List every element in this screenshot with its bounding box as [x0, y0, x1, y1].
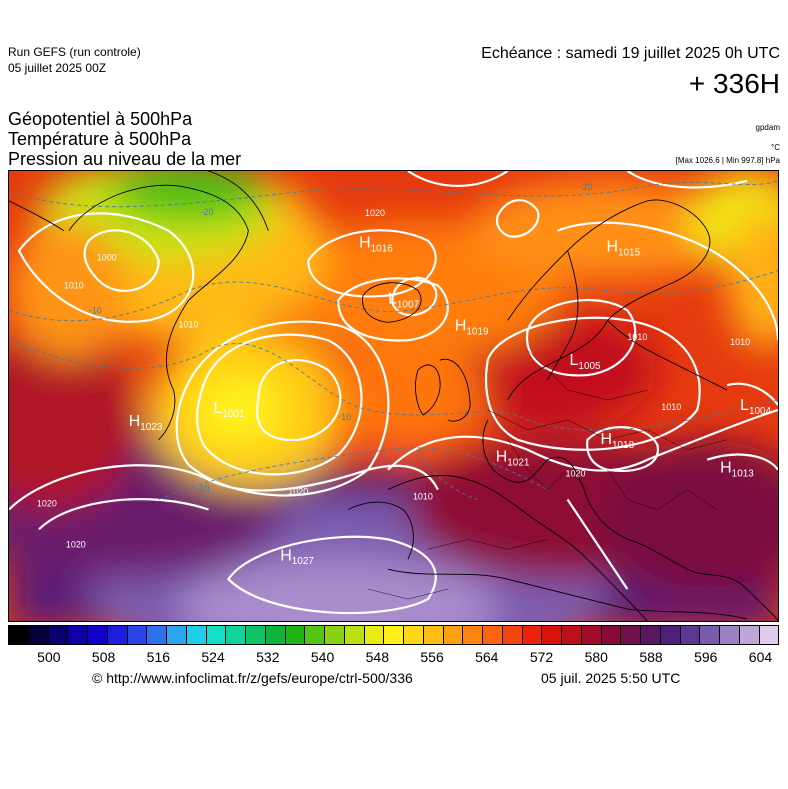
colorbar-tick-label: 500: [37, 649, 61, 665]
isobar-label: 1010: [730, 337, 750, 347]
isobar-label: 1010: [627, 332, 647, 342]
colorbar-swatch: [601, 626, 622, 644]
colorbar-swatch: [680, 626, 701, 644]
run-date: 05 juillet 2025 00Z: [8, 61, 107, 75]
colorbar-swatch: [483, 626, 503, 644]
colorbar-swatch: [325, 626, 345, 644]
isobar-label: 1010: [179, 319, 199, 329]
colorbar: [8, 625, 779, 645]
colorbar-swatch: [48, 626, 69, 644]
unit-pressure: [Max 1026.6 | Min 997.8] hPa: [675, 156, 780, 165]
colorbar-swatch: [88, 626, 108, 644]
isobar-label: 1010: [413, 492, 433, 502]
forecast-valid-time: Echéance : samedi 19 juillet 2025 0h UTC: [481, 45, 780, 62]
colorbar-swatch: [621, 626, 641, 644]
colorbar-swatch: [246, 626, 266, 644]
isobar-label: 1020: [37, 499, 57, 509]
colorbar-swatch: [68, 626, 88, 644]
weather-map: H1023L1001H1027H1021L1007H1019L1005H1018…: [8, 170, 779, 622]
borders: [368, 350, 728, 600]
colorbar-swatch: [305, 626, 325, 644]
isobar-label: 1000: [97, 253, 117, 263]
colorbar-tick-label: 604: [748, 649, 773, 665]
colorbar-swatch: [127, 626, 148, 644]
field-pressure: Pression au niveau de la mer: [8, 149, 242, 169]
isobar-label: 1020: [566, 469, 586, 479]
isotherm-label: -10: [338, 412, 351, 422]
isotherm-label: -20: [580, 182, 593, 192]
isobar-label: 1010: [661, 402, 681, 412]
colorbar-swatch: [660, 626, 681, 644]
colorbar-tick-label: 508: [91, 649, 116, 665]
colorbar-swatch: [463, 626, 483, 644]
colorbar-tick-label: 588: [639, 649, 663, 665]
colorbar-tick-label: 540: [310, 649, 335, 665]
colorbar-swatch: [404, 626, 424, 644]
colorbar-swatch: [206, 626, 227, 644]
colorbar-swatch: [739, 626, 760, 644]
colorbar-swatch: [344, 626, 365, 644]
colorbar-swatch: [364, 626, 385, 644]
colorbar-swatch: [186, 626, 207, 644]
run-title: Run GEFS (run controle): [8, 45, 141, 59]
colorbar-swatch: [581, 626, 602, 644]
isotherm-label: -10: [89, 305, 102, 315]
colorbar-tick-label: 572: [529, 649, 554, 665]
isobar-label: 1020: [365, 208, 385, 218]
colorbar-swatch: [265, 626, 286, 644]
unit-temperature: °C: [771, 143, 780, 152]
generation-timestamp: 05 juil. 2025 5:50 UTC: [541, 670, 681, 686]
colorbar-swatch: [700, 626, 720, 644]
isotherm-label: -10: [197, 484, 210, 494]
colorbar-swatch: [759, 626, 779, 644]
colorbar-ticks: 500 508 516 524 532 540 548 556 564 572 580 588 596 6…: [8, 649, 779, 667]
isobars: [9, 171, 778, 615]
unit-geopotential: gpdam: [755, 123, 780, 132]
colorbar-tick-label: 564: [475, 649, 499, 665]
colorbar-swatch: [226, 626, 246, 644]
colorbar-swatch: [522, 626, 543, 644]
colorbar-swatch: [28, 626, 49, 644]
colorbar-swatch: [720, 626, 740, 644]
colorbar-tick-label: 524: [201, 649, 225, 665]
colorbar-tick-label: 516: [146, 649, 171, 665]
lead-time: + 336H: [688, 68, 780, 99]
isobar-label: 1010: [64, 280, 84, 290]
isobar-label: 1020: [66, 539, 86, 549]
colorbar-tick-label: 596: [694, 649, 718, 665]
colorbar-swatch: [423, 626, 444, 644]
colorbar-tick-label: 580: [584, 649, 608, 665]
colorbar-tick-label: 532: [256, 649, 280, 665]
colorbar-swatch: [9, 626, 29, 644]
colorbar-swatch: [542, 626, 562, 644]
colorbar-swatch: [147, 626, 167, 644]
colorbar-swatch: [502, 626, 523, 644]
colorbar-swatch: [107, 626, 128, 644]
coastlines: [9, 171, 778, 621]
colorbar-swatch: [285, 626, 306, 644]
colorbar-tick-label: 548: [365, 649, 389, 665]
colorbar-tick-label: 556: [420, 649, 444, 665]
isotherm-label: -20: [201, 207, 214, 217]
colorbar-swatch: [641, 626, 661, 644]
credit-url: © http://www.infoclimat.fr/z/gefs/europe…: [92, 670, 413, 686]
isotherms: [9, 180, 778, 501]
isobar-label: 1020: [288, 487, 308, 497]
colorbar-swatch: [562, 626, 582, 644]
colorbar-swatch: [384, 626, 404, 644]
field-temperature: Température à 500hPa: [8, 129, 192, 149]
field-geopotential: Géopotentiel à 500hPa: [8, 109, 193, 129]
colorbar-swatch: [443, 626, 464, 644]
colorbar-swatch: [167, 626, 187, 644]
